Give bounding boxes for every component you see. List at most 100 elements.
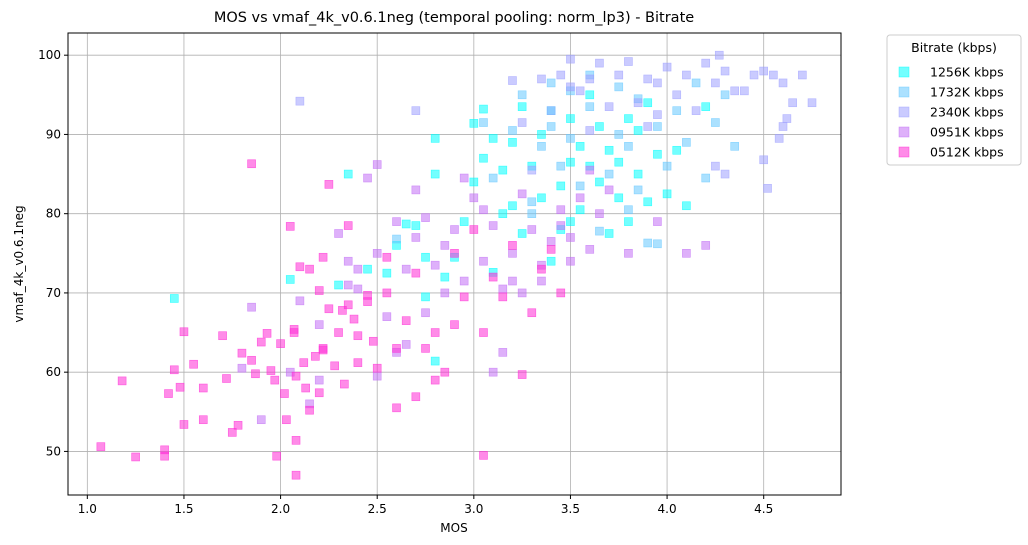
data-point [421,213,430,222]
data-point [575,142,585,151]
data-point [653,78,662,88]
data-point [595,226,604,236]
data-point [237,363,247,373]
data-point [479,256,488,266]
data-point [488,221,498,230]
data-point [778,122,788,131]
data-point [614,193,624,203]
legend-marker [898,126,910,138]
data-point [749,70,759,80]
data-point [508,249,517,258]
data-point [778,78,788,88]
data-point [517,288,527,298]
data-point [585,165,595,175]
data-point [595,177,604,187]
data-point [488,134,498,143]
data-point [585,74,595,84]
data-point [517,90,527,100]
data-point [643,98,653,108]
data-point [349,314,359,324]
data-point [711,161,720,171]
data-point [614,82,624,92]
data-point [517,229,527,238]
y-axis-label: vmaf_4k_v0.6.1neg [12,205,26,322]
data-point [711,78,720,88]
data-point [720,169,730,179]
data-point [280,389,289,398]
data-point [740,86,749,96]
data-point [517,102,527,111]
legend-label: 2340K kbps [930,105,1004,120]
data-point [324,304,334,314]
data-point [537,193,546,203]
data-point [289,328,299,337]
data-point [595,122,604,131]
data-point [305,405,314,415]
data-point [566,82,575,92]
data-point [711,118,720,127]
data-point [527,225,537,234]
data-point [488,367,498,377]
data-point [575,205,585,215]
data-point [566,233,575,242]
data-point [604,102,614,111]
x-tick-label: 3.5 [561,502,580,516]
data-point [566,256,575,266]
data-point [556,181,566,191]
data-point [314,375,324,385]
y-tick-label: 60 [46,365,61,379]
x-tick-label: 4.0 [658,502,677,516]
legend-title: Bitrate (kbps) [911,40,997,55]
data-point [556,161,566,171]
data-point [459,173,469,183]
data-point [662,62,672,72]
data-point [372,160,382,169]
data-point [763,184,772,193]
chart-title: MOS vs vmaf_4k_v0.6.1neg (temporal pooli… [214,10,694,26]
data-point [546,78,556,88]
data-point [498,209,508,218]
data-point [517,370,527,379]
data-point [517,189,527,199]
data-point [117,376,127,386]
data-point [459,292,469,302]
data-point [774,134,784,143]
data-point [701,102,711,111]
data-point [691,78,701,88]
data-point [566,217,575,226]
data-point [291,470,301,480]
data-point [633,98,643,108]
data-point [291,371,301,381]
data-point [382,268,392,278]
data-point [691,106,701,115]
data-point [479,104,488,114]
data-point [469,193,479,203]
data-point [392,234,401,244]
data-point [807,98,817,108]
data-point [430,134,440,143]
data-point [508,201,517,211]
data-point [479,205,488,215]
data-point [318,252,328,262]
data-point [299,358,309,367]
data-point [498,165,508,175]
data-point [624,57,633,66]
axis-ticks: 1.0 1.5 2.0 2.5 3.0 3.5 4.0 4.5 50 60 70 80 90 100 [38,48,773,516]
series-0 [169,90,711,366]
data-point [682,201,691,211]
data-point [301,383,310,393]
data-point [270,375,280,385]
data-point [353,264,363,274]
data-point [556,70,566,80]
data-point [392,217,401,226]
data-point [527,308,537,318]
data-point [334,280,343,290]
data-point [508,76,517,85]
data-point [411,221,421,230]
data-point [247,355,256,365]
data-point [479,153,488,163]
data-point [546,245,556,254]
data-point [295,96,305,106]
data-point [633,169,643,179]
